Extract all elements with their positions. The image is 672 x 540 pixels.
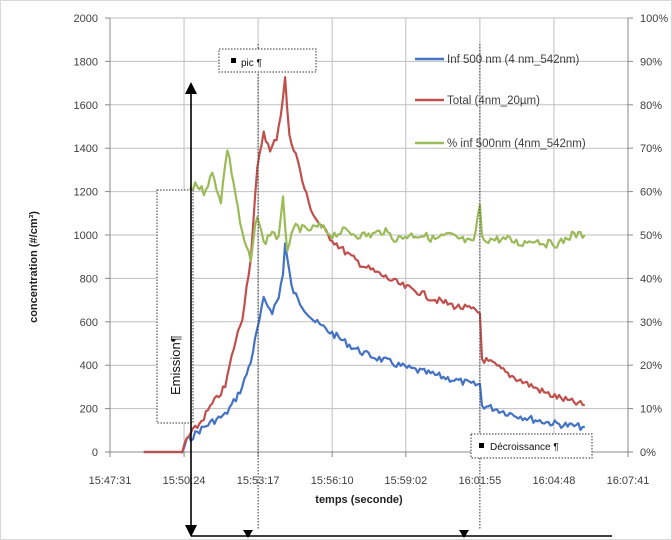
x-tick-label: 15:53:17 [237,475,280,487]
legend-item-total: Total (4nm_20µm) [415,95,540,107]
pic-arrow-head [243,530,253,538]
annotation-pic: pic ¶ [218,48,317,73]
y2-tick-label: 70% [640,143,662,155]
emission-arrow-head-down [185,525,197,537]
x-axis-title: temps (seconde) [315,494,403,506]
y-tick-label: 1000 [74,230,98,242]
annotation-pic-box [218,48,317,73]
annotation-pic-bullet [231,58,236,63]
y-tick-label: 1200 [74,187,98,199]
y-tick-label: 400 [80,360,98,372]
y-axis-ticks: 0 200 400 600 800 1000 1200 1400 1600 1800 2000 [74,13,110,459]
x-tick-label: 15:56:10 [311,475,354,487]
annotation-decroissance-text: Décroissance ¶ [490,442,559,453]
y2-tick-label: 30% [640,317,662,329]
annotation-emission-box [156,189,194,424]
legend-label-total: Total (4nm_20µm) [447,95,540,107]
y-tick-label: 200 [80,404,98,416]
annotations: pic ¶ Emission¶ Décroissance ¶ [156,48,593,459]
legend-item-inf500: Inf 500 nm (4 nm_542nm) [415,54,579,66]
y-tick-label: 1800 [74,56,98,68]
legend-label-pct: % inf 500nm (4nm_542nm) [447,138,586,150]
y2-tick-label: 100% [640,13,668,25]
x-tick-label: 15:59:02 [384,475,427,487]
series-line-2 [185,149,586,263]
x-tick-label: 15:47:31 [89,475,132,487]
x-tick-label: 16:04:48 [533,475,576,487]
x-axis-ticks: 15:47:31 15:50:24 15:53:17 15:56:10 15:59:02… [89,452,650,487]
y-tick-label: 0 [92,447,98,459]
y-tick-label: 1600 [74,100,98,112]
y2-tick-label: 10% [640,404,662,416]
y-tick-label: 1400 [74,143,98,155]
y-tick-label: 2000 [74,13,98,25]
annotation-emission-text: Emission¶ [168,335,183,395]
y2-tick-label: 60% [640,187,662,199]
y2-tick-label: 40% [640,273,662,285]
annotation-decroissance: Décroissance ¶ [470,433,593,459]
y-axis-title: concentration (#/cm³) [28,211,40,323]
emission-arrows [185,82,612,538]
annotation-emission: Emission¶ [156,189,194,424]
y2-tick-label: 80% [640,100,662,112]
y2-tick-label: 50% [640,230,662,242]
decroissance-arrow-head [459,530,469,538]
x-tick-label: 15:50:24 [163,475,206,487]
series-layer [143,76,586,454]
y2-tick-label: 20% [640,360,662,372]
y-tick-label: 600 [80,317,98,329]
y-tick-label: 800 [80,273,98,285]
x-tick-label: 16:07:41 [607,475,650,487]
series-line-0 [143,242,585,454]
annotation-pic-text: pic ¶ [241,58,262,69]
legend: Inf 500 nm (4 nm_542nm) Total (4nm_20µm)… [415,54,586,150]
y2-tick-label: 90% [640,56,662,68]
y2-axis-ticks: 0% 10% 20% 30% 40% 50% 60% 70% 80% 90% 100% [628,13,668,459]
y2-tick-label: 0% [640,447,656,459]
series-line-1 [143,76,586,454]
emission-arrow-head-up [185,82,197,94]
legend-label-inf500: Inf 500 nm (4 nm_542nm) [447,54,579,66]
x-tick-label: 16:01:55 [458,475,501,487]
annotation-decroissance-bullet [479,443,484,448]
annotation-decroissance-box [470,433,593,459]
legend-item-pct: % inf 500nm (4nm_542nm) [415,138,586,150]
